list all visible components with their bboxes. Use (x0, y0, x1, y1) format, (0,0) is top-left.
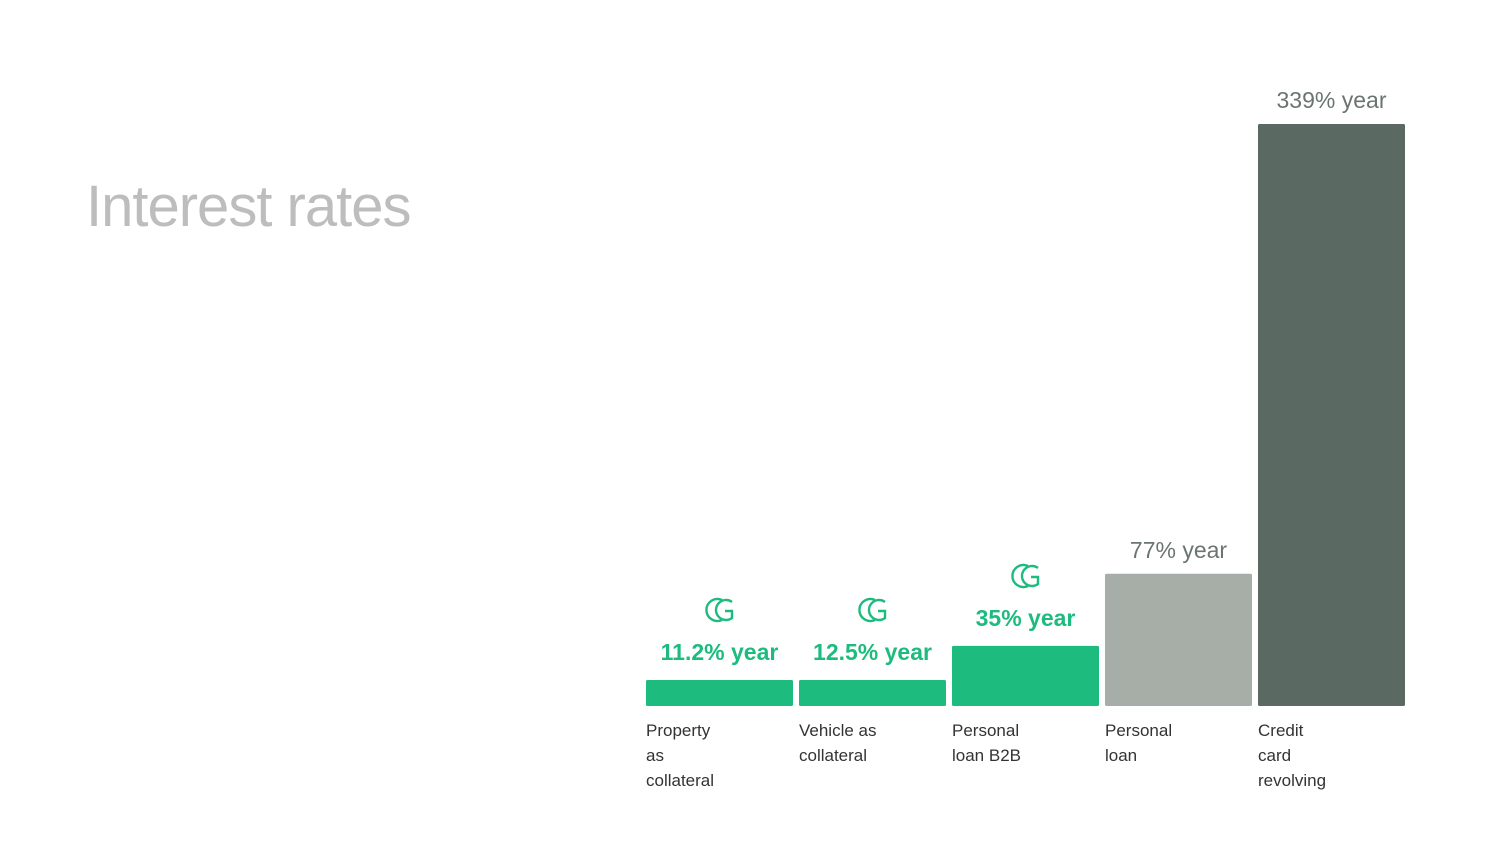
brand-logo-icon (704, 597, 733, 623)
value-label: 12.5% year (813, 639, 932, 665)
category-label: Personal loan (1105, 718, 1245, 768)
category-label-line: card (1258, 746, 1292, 765)
bar-3 (952, 645, 1099, 706)
category-label-line: Property (646, 721, 711, 740)
bar-1 (646, 680, 793, 706)
value-label: 339% year (1276, 87, 1387, 113)
bar-2 (799, 680, 946, 706)
category-label-line: collateral (799, 746, 868, 765)
category-label: Personal loan B2B (952, 718, 1092, 768)
value-label: 35% year (975, 604, 1076, 631)
category-label-line: loan (1105, 746, 1138, 765)
bar-5 (1258, 124, 1405, 706)
category-label: Credit card revolving (1258, 718, 1398, 793)
brand-logo-icon (857, 597, 886, 623)
brand-logo-icon (1010, 563, 1039, 589)
bar-4 (1105, 573, 1252, 706)
category-label: Property as collateral (646, 718, 786, 793)
category-label-line: Personal (952, 721, 1020, 740)
category-label-line: Personal (1105, 721, 1173, 740)
category-label-line: as (646, 746, 664, 765)
value-label: 11.2% year (660, 639, 779, 665)
category-label-line: Vehicle as (799, 721, 877, 740)
category-label: Vehicle as collateral (799, 718, 939, 768)
category-label-line: loan B2B (952, 746, 1021, 765)
value-label: 77% year (1129, 536, 1228, 563)
category-label-line: collateral (646, 771, 715, 790)
category-label-line: Credit (1258, 721, 1304, 740)
page-title: Interest rates (86, 174, 411, 239)
category-label-line: revolving (1258, 771, 1327, 790)
